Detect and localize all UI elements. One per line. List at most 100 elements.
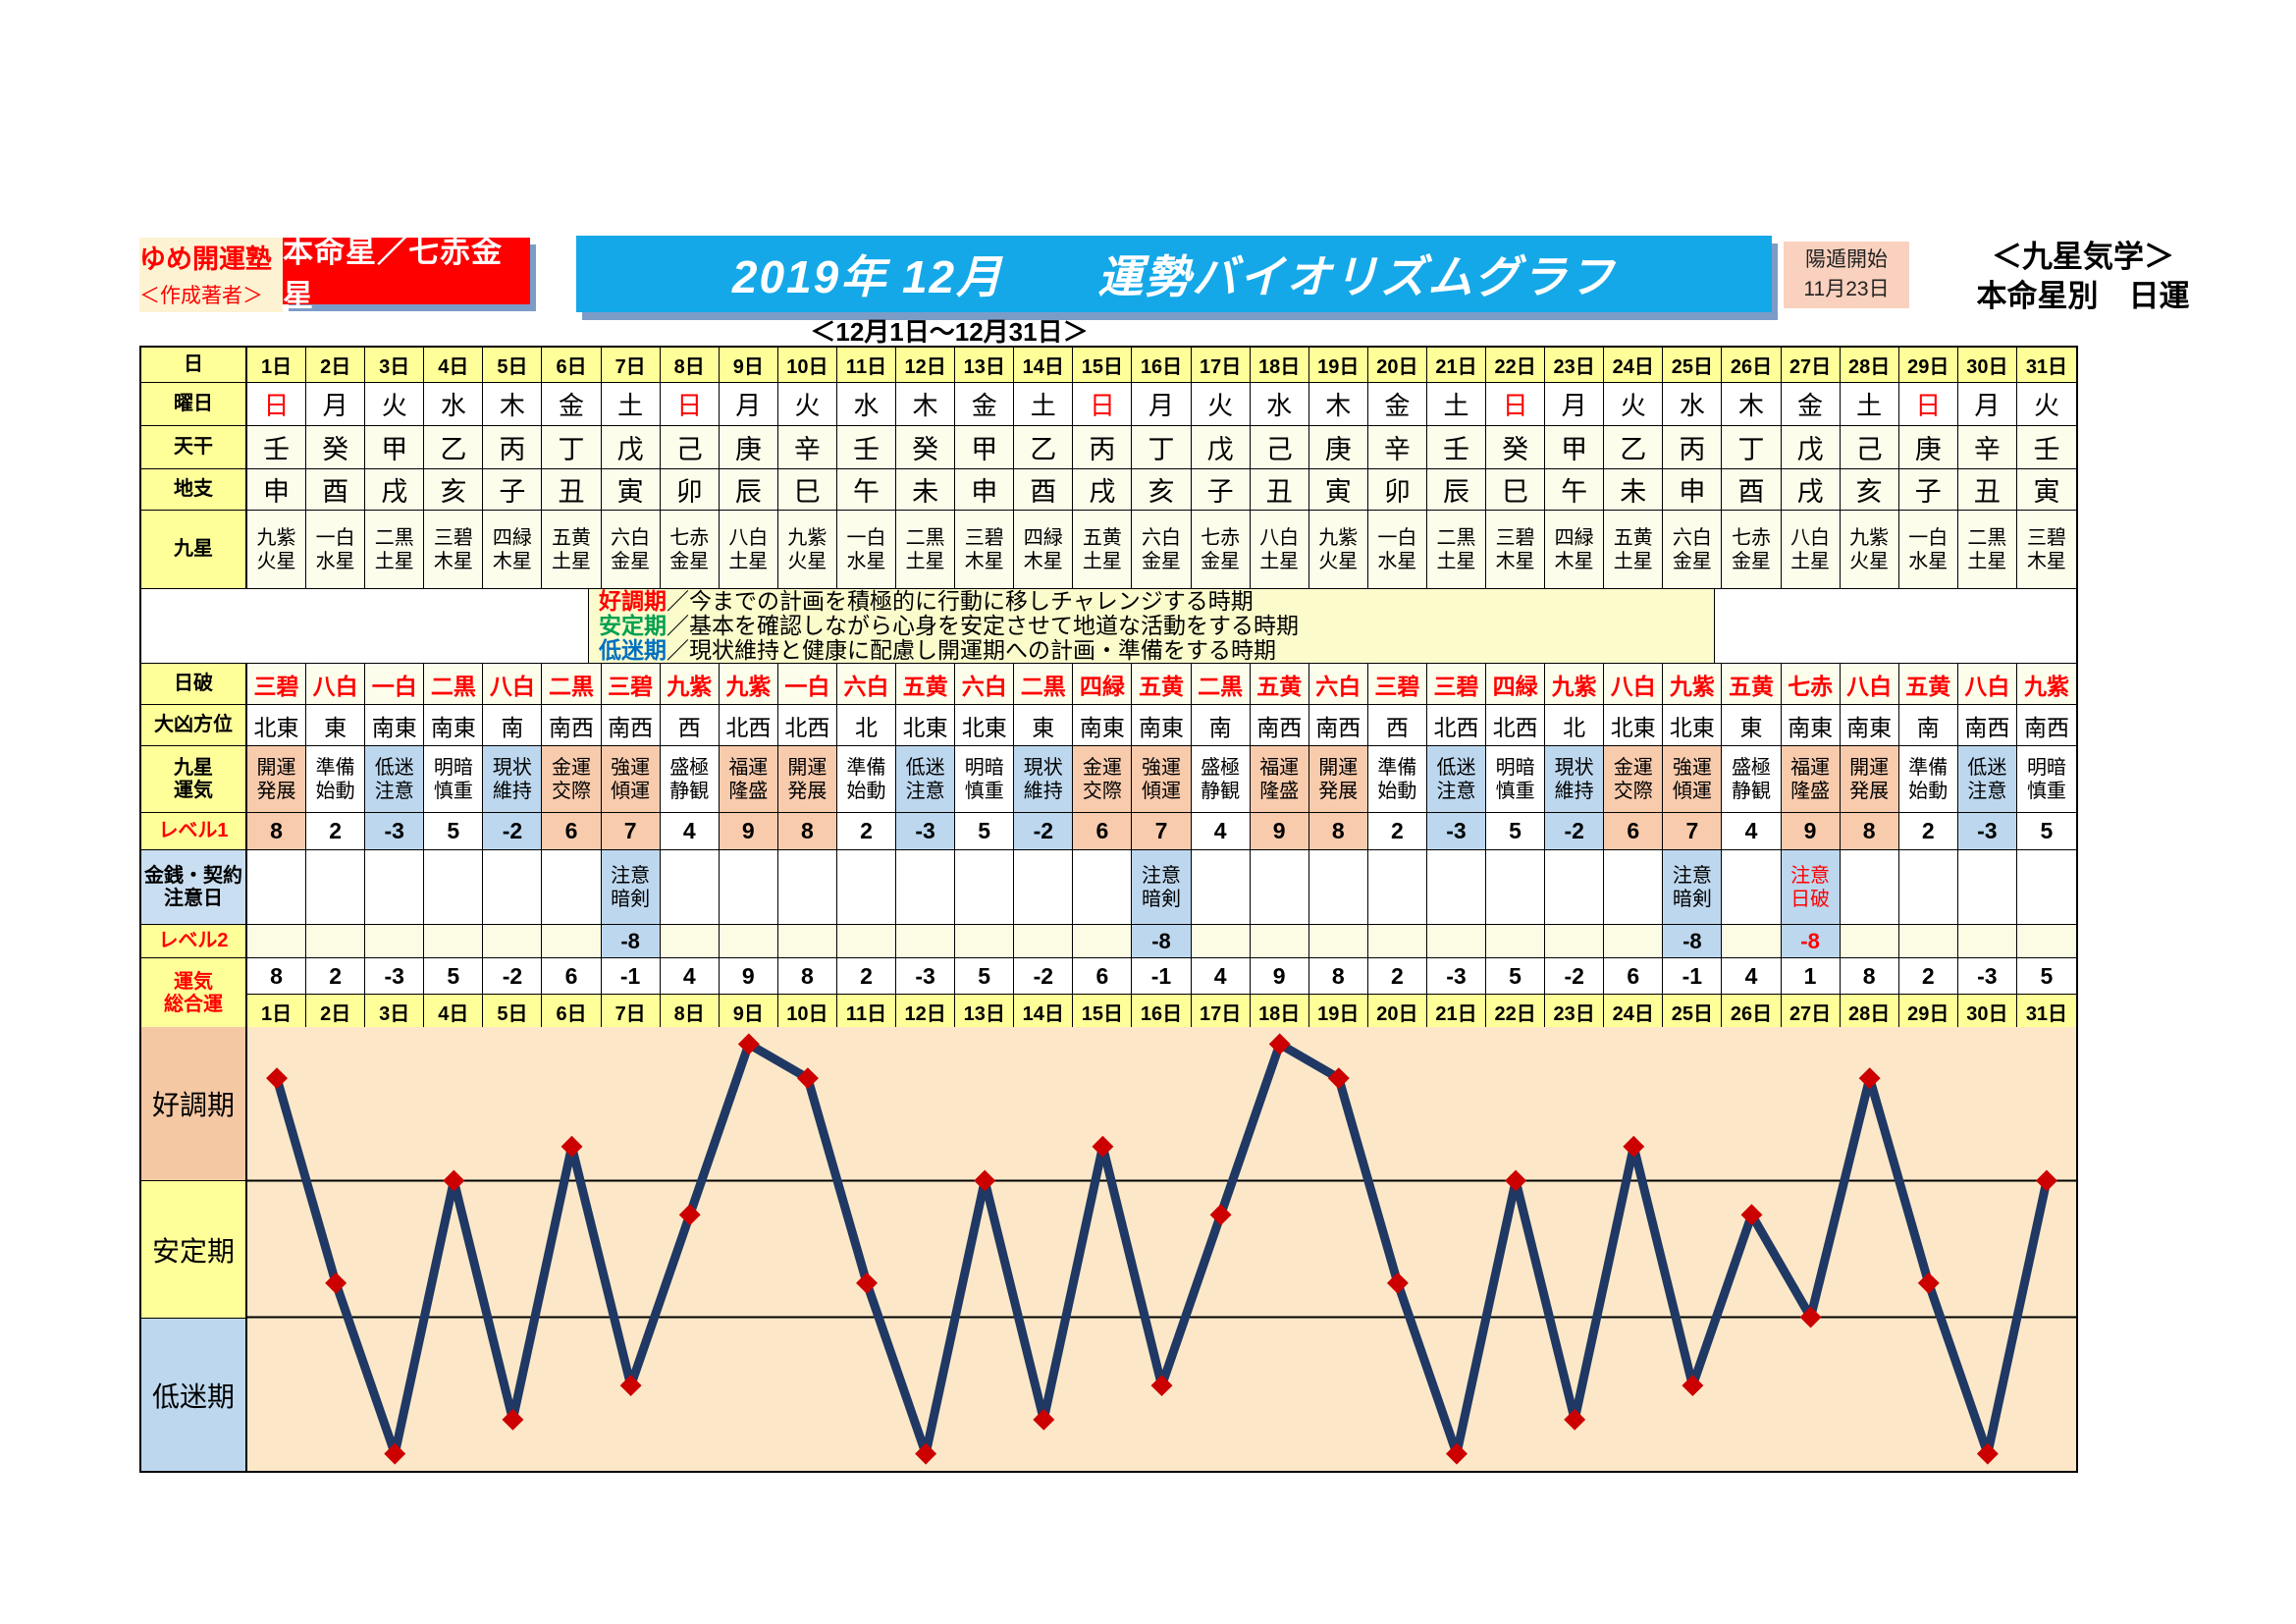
day-header-cell: 11日: [836, 348, 897, 382]
money-caution-cell: [896, 850, 956, 924]
kyusei-cell: 三碧 木星: [1486, 511, 1546, 588]
money-caution-cell: [719, 850, 778, 924]
unki-line2: 慎重: [433, 780, 473, 802]
row-label-unki-line2: 運気: [174, 779, 213, 801]
total-day-column: 8 10日: [777, 958, 837, 1029]
tenkan-cell: 乙: [424, 426, 484, 468]
kyusei-line2: 土星: [1082, 550, 1122, 572]
total-value-cell: 2: [836, 958, 896, 995]
unki-cell: 開運 発展: [247, 746, 307, 812]
day-header-cell: 2日: [306, 348, 366, 382]
nippa-cell: 一白: [365, 664, 425, 704]
unki-cell: 現状 維持: [483, 746, 543, 812]
kyusei-line1: 六白: [611, 526, 651, 549]
kyusei-cell: 一白 水星: [1367, 511, 1427, 588]
day-header-cells: 1日 2日 3日 4日 5日 6日 7日 8日 9日 10日 11日 12日 13日 14日 15日 16日 1…: [247, 348, 2076, 382]
day-header-cell: 7日: [601, 348, 661, 382]
total-day-cell: 4日: [424, 995, 483, 1029]
total-day-column: 4 17日: [1191, 958, 1251, 1029]
tenkan-cell: 癸: [1486, 426, 1546, 468]
chishi-cell: 丑: [1957, 469, 2017, 510]
weekday-cell: 金: [1781, 383, 1841, 425]
daikyo-cell: 南西: [2016, 705, 2076, 745]
kyusei-kigaku-line1: ＜九星気学＞: [1992, 240, 2174, 274]
weekday-cell: 月: [719, 383, 778, 425]
weekday-cell: 土: [1840, 383, 1899, 425]
weekday-cell: 月: [1545, 383, 1605, 425]
legend-row: 好調期／今までの計画を積極的に行動に移しチャレンジする時期 安定期／基本を確認し…: [141, 589, 2076, 664]
unki-cell: 開運 発展: [1840, 746, 1899, 812]
author-box: ゆめ開運塾 ＜作成著者＞: [139, 238, 283, 312]
legend-left-spacer: [141, 589, 589, 663]
total-day-column: 2 20日: [1367, 958, 1427, 1029]
chart-plot-area: [247, 1027, 2076, 1471]
level1-cell: 4: [1722, 813, 1782, 849]
kyusei-cell: 二黒 土星: [1426, 511, 1487, 588]
day-header-cell: 14日: [1014, 348, 1074, 382]
unki-cell: 明暗 慎重: [2016, 746, 2076, 812]
total-day-column: -1 25日: [1663, 958, 1723, 1029]
total-day-cell: 5日: [483, 995, 542, 1029]
honmeisei-banner: 本命星／七赤金星: [283, 235, 530, 313]
band-label-low: 低迷期: [141, 1319, 245, 1471]
kyusei-cell: 四緑 木星: [483, 511, 543, 588]
total-day-cell: 7日: [601, 995, 660, 1029]
kyusei-line2: 水星: [1377, 550, 1417, 572]
total-day-cell: 10日: [777, 995, 836, 1029]
level2-cell: [1367, 925, 1427, 957]
tenkan-cell: 戊: [601, 426, 661, 468]
unki-line1: 低迷: [1967, 756, 2007, 779]
daikyo-cell: 東: [1014, 705, 1074, 745]
nippa-cell: 二黒: [1191, 664, 1251, 704]
total-value-cell: -3: [896, 958, 955, 995]
money-caution-cell: [1898, 850, 1958, 924]
daikyo-cell: 北: [836, 705, 897, 745]
tenkan-cell: 己: [660, 426, 720, 468]
unki-line1: 明暗: [2026, 756, 2066, 779]
nippa-cell: 一白: [777, 664, 837, 704]
level2-cell: [955, 925, 1015, 957]
kyusei-line1: 五黄: [1613, 526, 1653, 549]
total-value-cell: 2: [1898, 958, 1957, 995]
chishi-cell: 子: [1191, 469, 1251, 510]
daikyo-cell: 北西: [1426, 705, 1487, 745]
level2-cell: [1250, 925, 1309, 957]
row-label-chishi: 地支: [141, 469, 247, 510]
kyusei-line1: 九紫: [787, 526, 828, 549]
kyusei-line1: 一白: [1377, 526, 1417, 549]
money-caution-cell: [777, 850, 837, 924]
level1-cell: -3: [896, 813, 956, 849]
kyusei-line2: 金星: [611, 550, 651, 572]
total-day-column: 9 18日: [1250, 958, 1309, 1029]
weekday-cell: 木: [896, 383, 956, 425]
tenkan-cell: 辛: [1367, 426, 1427, 468]
unki-line1: 低迷: [905, 756, 945, 779]
money-caution-cell: [1957, 850, 2017, 924]
total-day-column: 9 9日: [719, 958, 778, 1029]
kyusei-line1: 一白: [846, 526, 886, 549]
total-day-column: 1 27日: [1781, 958, 1841, 1029]
row-label-day: 日: [141, 348, 247, 382]
money-caution-cell: [1545, 850, 1605, 924]
weekday-cell: 木: [1308, 383, 1368, 425]
nippa-cell: 三碧: [1367, 664, 1427, 704]
money-caution-cell: [1014, 850, 1074, 924]
level2-cell: [1545, 925, 1605, 957]
total-day-cell: 2日: [306, 995, 365, 1029]
nippa-cell: 八白: [306, 664, 366, 704]
school-name: ゆめ開運塾: [139, 244, 272, 274]
total-value-cell: 9: [1250, 958, 1308, 995]
unki-line2: 注意: [1967, 780, 2007, 802]
tenkan-cell: 乙: [1014, 426, 1074, 468]
level1-cell: 7: [601, 813, 661, 849]
day-header-cell: 13日: [955, 348, 1015, 382]
total-day-column: -2 23日: [1545, 958, 1605, 1029]
day-header-cell: 4日: [424, 348, 484, 382]
kyusei-line1: 八白: [1790, 526, 1831, 549]
level2-cell: [483, 925, 543, 957]
day-header-cell: 10日: [777, 348, 837, 382]
unki-line2: 始動: [315, 780, 355, 802]
title-banner: 2019年 12月 運勢バイオリズムグラフ: [576, 236, 1772, 312]
nippa-cell: 四緑: [1073, 664, 1133, 704]
chishi-cell: 未: [1604, 469, 1664, 510]
